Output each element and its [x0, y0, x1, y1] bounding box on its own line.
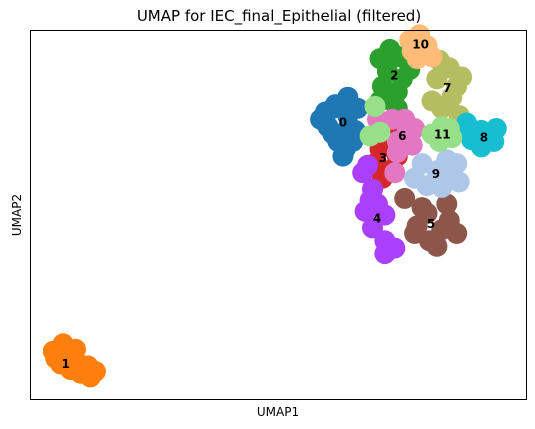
cluster-label-8: 8 [480, 131, 488, 145]
cluster-label-7: 7 [443, 81, 451, 95]
cluster-0-point [332, 145, 354, 167]
cluster-1-point [84, 360, 106, 382]
cluster-label-5: 5 [427, 217, 435, 231]
cluster-7-point [451, 66, 473, 88]
cluster-9-point [436, 149, 458, 171]
cluster-9-point [404, 167, 426, 189]
cluster-label-2: 2 [390, 69, 398, 83]
cluster-label-10: 10 [412, 38, 429, 52]
cluster-5-point [436, 193, 458, 215]
cluster-1-points [42, 333, 106, 388]
cluster-4-point [357, 154, 379, 176]
cluster-11-point [364, 95, 386, 117]
cluster-6-point [404, 118, 426, 139]
plot-frame [30, 30, 527, 400]
cluster-5-point [394, 187, 416, 209]
cluster-10-point [406, 48, 428, 70]
cluster-7-point [431, 97, 453, 119]
cluster-5-points [394, 187, 468, 257]
cluster-label-1: 1 [62, 357, 70, 371]
cluster-labels-layer: 0 1 2 3 4 5 6 7 8 9 10 11 [62, 38, 489, 371]
cluster-11-point [369, 121, 391, 143]
points-layer [42, 24, 507, 388]
cluster-9-point [448, 171, 470, 193]
cluster-8-point [485, 118, 507, 139]
cluster-label-6: 6 [398, 129, 406, 143]
cluster-0-point [315, 101, 336, 123]
cluster-9-points [404, 149, 470, 198]
cluster-label-3: 3 [379, 151, 387, 165]
cluster-0-point [347, 97, 369, 119]
cluster-5-point [404, 222, 426, 244]
cluster-label-0: 0 [339, 115, 347, 129]
cluster-4-point [374, 243, 396, 265]
cluster-label-11: 11 [434, 127, 451, 141]
cluster-label-9: 9 [432, 167, 440, 181]
y-axis-label: UMAP2 [10, 194, 24, 236]
x-axis-label: UMAP1 [257, 405, 299, 419]
cluster-4-point [367, 193, 388, 215]
cluster-6-point [386, 141, 408, 163]
cluster-label-4: 4 [373, 211, 381, 225]
cluster-1-point [65, 338, 86, 360]
cluster-1-point [50, 353, 72, 375]
cluster-9-point [431, 176, 453, 198]
cluster-11-point [438, 118, 460, 139]
cluster-4-points [352, 154, 406, 265]
cluster-11-points [359, 95, 463, 152]
cluster-6-point [384, 162, 406, 184]
cluster-10-points [399, 24, 443, 70]
cluster-0-points [310, 86, 369, 167]
cluster-8-points [451, 112, 507, 158]
cluster-0-point [342, 130, 364, 152]
chart-title: UMAP for IEC_final_Epithelial (filtered) [137, 7, 421, 26]
cluster-5-point [426, 235, 448, 257]
cluster-0-point [322, 123, 344, 145]
cluster-5-point [446, 222, 468, 244]
cluster-5-point [411, 197, 433, 219]
